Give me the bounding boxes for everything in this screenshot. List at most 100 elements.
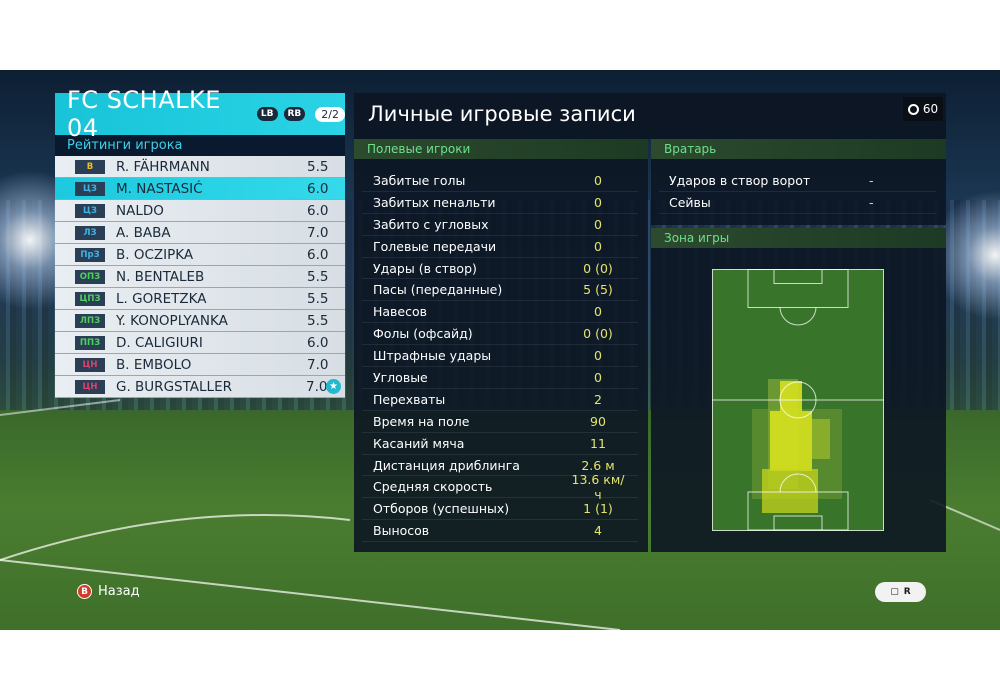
position-badge: ПрЗ — [75, 247, 105, 262]
lb-button-icon[interactable]: LB — [256, 107, 278, 121]
stat-value: 0 (0) — [583, 326, 613, 342]
player-name: Y. KONOPLYANKA — [116, 312, 228, 329]
page-title: Личные игровые записи — [368, 102, 636, 126]
timer-value: 60 — [922, 102, 939, 116]
goalkeeper-stats-list: Ударов в створ ворот - Сейвы - — [651, 159, 946, 214]
heat-cell — [780, 381, 802, 411]
team-header: FC SCHALKE 04 LB RB 2/2 — [55, 86, 345, 142]
stat-value: 2.6 м — [581, 457, 615, 473]
position-badge: ЛПЗ — [75, 313, 105, 328]
stat-row: Отборов (успешных) 1 (1) — [362, 498, 638, 521]
stat-label: Время на поле — [373, 413, 470, 429]
player-row[interactable]: ОПЗ N. BENTALEB 5.5 — [55, 266, 345, 288]
position-badge: В — [75, 159, 105, 174]
heat-cell — [812, 419, 830, 459]
stat-row: Дистанция дриблинга 2.6 м — [362, 455, 638, 477]
stat-label: Дистанция дриблинга — [373, 457, 520, 473]
stat-row: Время на поле 90 — [362, 411, 638, 433]
player-name: A. BABA — [116, 224, 171, 241]
chat-icon: ▢ — [890, 587, 899, 597]
stat-row: Угловые 0 — [362, 367, 638, 389]
player-rating: 7.0 — [306, 378, 328, 395]
stat-value: 0 — [594, 194, 602, 210]
stat-row: Навесов 0 — [362, 301, 638, 324]
player-name: G. BURGSTALLER — [116, 378, 232, 395]
position-badge: ЛЗ — [75, 225, 105, 240]
player-row[interactable]: ППЗ D. CALIGIURI 6.0 — [55, 332, 345, 354]
player-row[interactable]: ЦЗ NALDO 6.0 — [55, 200, 345, 222]
player-rating: 7.0 — [307, 224, 329, 241]
stat-label: Забитых пенальти — [373, 194, 496, 210]
player-name: D. CALIGIURI — [116, 334, 203, 351]
stat-row: Штрафные удары 0 — [362, 345, 638, 368]
rb-button-icon[interactable]: RB — [283, 107, 306, 121]
position-badge: ЦЗ — [75, 181, 105, 196]
play-zone-panel: Зона игры — [651, 228, 946, 552]
player-row[interactable]: ЦЗ M. NASTASIĆ 6.0 — [55, 178, 345, 200]
stat-label: Забитые голы — [373, 172, 466, 188]
timer: 60 — [903, 97, 943, 121]
player-row[interactable]: ЦПЗ L. GORETZKA 5.5 — [55, 288, 345, 310]
stat-label: Пасы (переданные) — [373, 282, 503, 298]
stat-label: Средняя скорость — [373, 479, 493, 495]
position-badge: ЦН — [75, 357, 105, 372]
player-rating: 7.0 — [307, 356, 329, 373]
stat-value: 0 — [594, 304, 602, 320]
field-players-panel: Полевые игроки Забитые голы 0 Забитых пена… — [354, 139, 648, 552]
stat-value: 2 — [594, 391, 602, 407]
stat-label: Выносов — [373, 523, 430, 539]
stat-row: Фолы (офсайд) 0 (0) — [362, 323, 638, 346]
gk-stat-row: Сейвы - — [659, 192, 936, 214]
stat-label: Фолы (офсайд) — [373, 326, 473, 342]
back-label: Назад — [98, 584, 140, 599]
position-badge: ЦЗ — [75, 203, 105, 218]
stat-row: Касаний мяча 11 — [362, 433, 638, 455]
player-row[interactable]: ЦН B. EMBOLO 7.0 — [55, 354, 345, 376]
player-name: R. FÄHRMANN — [116, 158, 210, 175]
player-name: N. BENTALEB — [116, 268, 205, 285]
player-name: NALDO — [116, 202, 164, 219]
stat-value: 0 — [594, 369, 602, 385]
goalkeeper-heading: Вратарь — [651, 139, 946, 159]
player-row[interactable]: ПрЗ B. OCZIPKA 6.0 — [55, 244, 345, 266]
stat-label: Касаний мяча — [373, 435, 465, 451]
player-row[interactable]: ЛПЗ Y. KONOPLYANKA 5.5 — [55, 310, 345, 332]
stat-value: 0 — [594, 238, 602, 254]
stat-row: Средняя скорость 13.6 км/ч — [362, 472, 638, 502]
player-name: L. GORETZKA — [116, 290, 207, 307]
stat-row: Выносов 4 — [362, 520, 638, 543]
stat-value: 5 (5) — [583, 282, 613, 298]
stat-label: Навесов — [373, 304, 428, 320]
position-badge: ОПЗ — [75, 269, 105, 284]
gk-stat-row: Ударов в створ ворот - — [659, 170, 936, 192]
gk-stat-value: - — [869, 172, 874, 188]
stat-row: Забитые голы 0 — [362, 170, 638, 192]
back-hint[interactable]: B Назад — [77, 584, 140, 599]
stat-value: 90 — [590, 413, 606, 429]
stat-row: Забито с угловых 0 — [362, 214, 638, 236]
player-rating: 5.5 — [307, 268, 329, 285]
stat-row: Перехваты 2 — [362, 389, 638, 411]
player-name: M. NASTASIĆ — [116, 180, 203, 197]
team-panel: FC SCHALKE 04 LB RB 2/2 Рейтинги игрока … — [55, 86, 345, 398]
player-name: B. OCZIPKA — [116, 246, 194, 263]
stat-row: Удары (в створ) 0 (0) — [362, 258, 638, 280]
position-badge: ЦН — [75, 379, 105, 394]
stat-value: 0 (0) — [583, 260, 613, 276]
stat-row: Голевые передачи 0 — [362, 236, 638, 258]
player-rating: 5.5 — [307, 158, 329, 175]
right-hint[interactable]: ▢ R — [875, 582, 926, 602]
player-row[interactable]: В R. FÄHRMANN 5.5 — [55, 156, 345, 178]
play-zone-heading: Зона игры — [651, 228, 946, 248]
player-rating: 6.0 — [307, 334, 329, 351]
player-rating: 6.0 — [307, 202, 329, 219]
stat-label: Забито с угловых — [373, 216, 489, 232]
star-icon: ★ — [326, 379, 341, 394]
player-row[interactable]: ЦН G. BURGSTALLER 7.0 ★ — [55, 376, 345, 398]
player-row[interactable]: ЛЗ A. BABA 7.0 — [55, 222, 345, 244]
stat-value: 4 — [594, 523, 602, 539]
player-rating: 5.5 — [307, 290, 329, 307]
field-players-heading: Полевые игроки — [354, 139, 648, 159]
stat-row: Забитых пенальти 0 — [362, 192, 638, 214]
stat-label: Угловые — [373, 369, 428, 385]
